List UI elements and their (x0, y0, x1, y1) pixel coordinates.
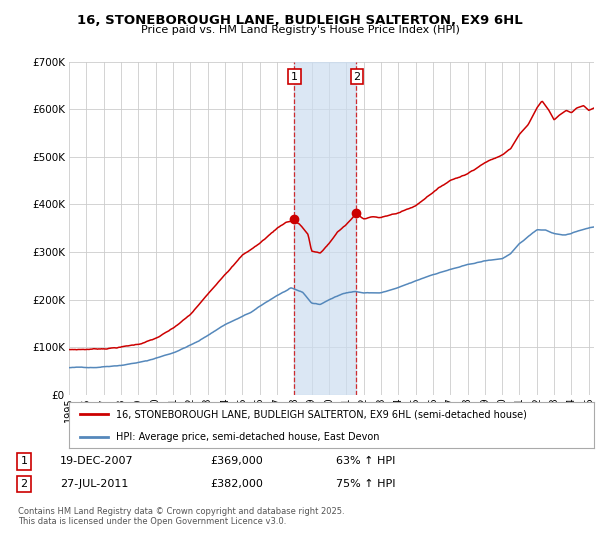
Text: 63% ↑ HPI: 63% ↑ HPI (336, 456, 395, 466)
Text: 19-DEC-2007: 19-DEC-2007 (60, 456, 134, 466)
Text: 2: 2 (20, 479, 28, 489)
Text: 16, STONEBOROUGH LANE, BUDLEIGH SALTERTON, EX9 6HL: 16, STONEBOROUGH LANE, BUDLEIGH SALTERTO… (77, 14, 523, 27)
Bar (294, 62, 356, 395)
Text: £369,000: £369,000 (210, 456, 263, 466)
Text: 2: 2 (353, 72, 361, 82)
Text: Price paid vs. HM Land Registry's House Price Index (HPI): Price paid vs. HM Land Registry's House … (140, 25, 460, 35)
Text: 1: 1 (291, 72, 298, 82)
Text: Contains HM Land Registry data © Crown copyright and database right 2025.
This d: Contains HM Land Registry data © Crown c… (18, 507, 344, 526)
Text: 16, STONEBOROUGH LANE, BUDLEIGH SALTERTON, EX9 6HL (semi-detached house): 16, STONEBOROUGH LANE, BUDLEIGH SALTERTO… (116, 409, 527, 419)
Text: 27-JUL-2011: 27-JUL-2011 (60, 479, 128, 489)
Text: 75% ↑ HPI: 75% ↑ HPI (336, 479, 395, 489)
Text: 1: 1 (20, 456, 28, 466)
Text: HPI: Average price, semi-detached house, East Devon: HPI: Average price, semi-detached house,… (116, 432, 380, 441)
Text: £382,000: £382,000 (210, 479, 263, 489)
